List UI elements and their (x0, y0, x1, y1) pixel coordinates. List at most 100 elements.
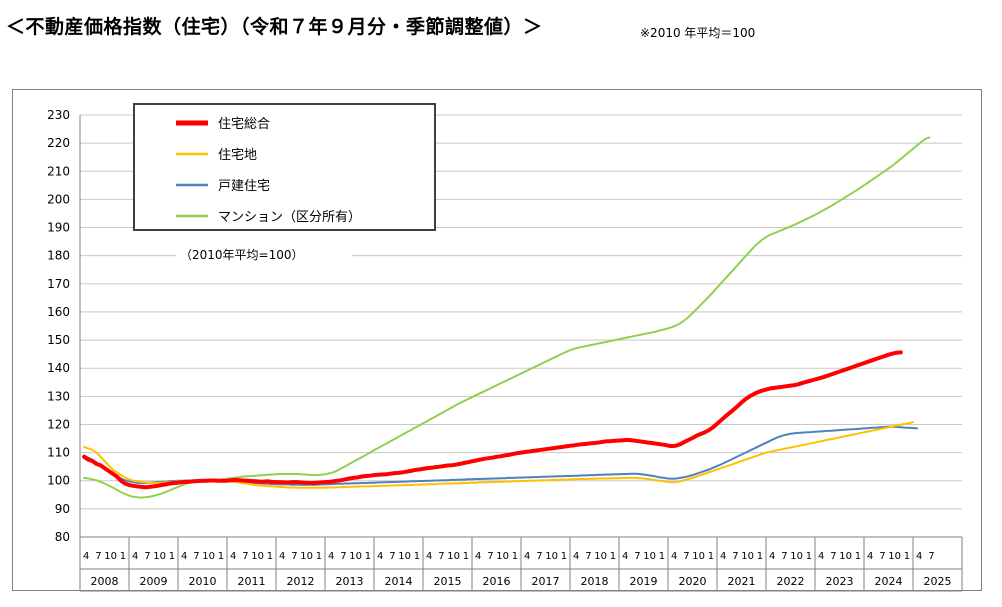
x-month-label: 4 (818, 551, 824, 562)
x-month-label: 10 (447, 551, 460, 562)
x-month-label: 7 (879, 551, 885, 562)
x-year-label: 2011 (238, 575, 266, 588)
x-year-label: 2012 (287, 575, 315, 588)
x-month-label: 4 (573, 551, 579, 562)
legend-label: 住宅地 (218, 148, 257, 163)
x-month-label: 1 (610, 551, 616, 562)
y-tick-label: 170 (47, 277, 70, 291)
x-month-label: 10 (643, 551, 656, 562)
x-month-label: 4 (132, 551, 138, 562)
x-month-label: 1 (904, 551, 910, 562)
x-month-label: 1 (365, 551, 371, 562)
x-month-label: 1 (169, 551, 175, 562)
x-month-label: 7 (242, 551, 248, 562)
x-month-label: 4 (83, 551, 89, 562)
x-month-label: 7 (291, 551, 297, 562)
legend-label: 戸建住宅 (218, 179, 270, 194)
x-month-label: 4 (524, 551, 530, 562)
x-year-label: 2016 (483, 575, 511, 588)
x-month-label: 4 (328, 551, 334, 562)
x-month-label: 4 (622, 551, 628, 562)
x-month-label: 10 (888, 551, 901, 562)
x-month-label: 10 (496, 551, 509, 562)
x-year-label: 2014 (385, 575, 413, 588)
y-tick-label: 100 (47, 474, 70, 488)
x-month-label: 4 (181, 551, 187, 562)
x-month-label: 4 (230, 551, 236, 562)
x-month-label: 10 (692, 551, 705, 562)
x-month-label: 7 (438, 551, 444, 562)
x-month-label: 10 (790, 551, 803, 562)
y-tick-label: 140 (47, 361, 70, 375)
x-month-label: 7 (634, 551, 640, 562)
x-month-label: 7 (340, 551, 346, 562)
x-month-label: 10 (202, 551, 215, 562)
x-month-label: 7 (928, 551, 934, 562)
y-tick-label: 220 (47, 136, 70, 150)
x-month-label: 7 (95, 551, 101, 562)
x-month-label: 1 (855, 551, 861, 562)
x-year-label: 2023 (826, 575, 854, 588)
x-month-label: 10 (153, 551, 166, 562)
x-month-label: 4 (279, 551, 285, 562)
x-month-label: 10 (398, 551, 411, 562)
page-title: ＜不動産価格指数（住宅）（令和７年９月分・季節調整値）＞ (6, 16, 543, 38)
basis-label: （2010年平均=100） (180, 248, 304, 262)
x-month-label: 7 (781, 551, 787, 562)
series-line-0 (82, 350, 903, 490)
x-year-label: 2025 (924, 575, 952, 588)
x-month-label: 7 (732, 551, 738, 562)
y-axis: 80 90 100 110 120 130 140 150 160 170 180 190 200 210… (47, 108, 70, 544)
x-month-label: 7 (536, 551, 542, 562)
x-year-label: 2022 (777, 575, 805, 588)
y-tick-label: 160 (47, 305, 70, 319)
x-month-label: 7 (193, 551, 199, 562)
x-month-label: 4 (867, 551, 873, 562)
x-month-label: 1 (463, 551, 469, 562)
x-year-label: 2019 (630, 575, 658, 588)
x-year-label: 2015 (434, 575, 462, 588)
y-tick-label: 120 (47, 417, 70, 431)
x-year-label: 2020 (679, 575, 707, 588)
x-month-label: 10 (300, 551, 313, 562)
x-year-label: 2010 (189, 575, 217, 588)
y-tick-label: 180 (47, 249, 70, 263)
x-month-label: 7 (144, 551, 150, 562)
x-month-label: 1 (561, 551, 567, 562)
x-month-label: 7 (830, 551, 836, 562)
x-month-label: 1 (120, 551, 126, 562)
y-tick-label: 230 (47, 108, 70, 122)
y-tick-label: 210 (47, 164, 70, 178)
y-tick-label: 200 (47, 192, 70, 206)
basis-label-bg (176, 246, 352, 264)
x-year-label: 2024 (875, 575, 903, 588)
x-month-label: 4 (720, 551, 726, 562)
x-year-label: 2021 (728, 575, 756, 588)
x-year-label: 2009 (140, 575, 168, 588)
x-month-label: 7 (389, 551, 395, 562)
x-month-label: 10 (545, 551, 558, 562)
x-month-label: 7 (683, 551, 689, 562)
x-year-label: 2018 (581, 575, 609, 588)
x-month-label: 1 (757, 551, 763, 562)
x-month-label: 4 (377, 551, 383, 562)
y-tick-label: 130 (47, 389, 70, 403)
legend-label: 住宅総合 (218, 117, 270, 132)
x-month-label: 1 (806, 551, 812, 562)
x-month-label: 10 (741, 551, 754, 562)
series-lines (82, 136, 931, 499)
x-month-label: 1 (316, 551, 322, 562)
x-month-label: 10 (349, 551, 362, 562)
base-note: ※2010 年平均＝100 (640, 26, 756, 40)
x-month-label: 1 (708, 551, 714, 562)
x-month-label: 4 (916, 551, 922, 562)
x-month-label: 10 (251, 551, 264, 562)
x-month-label: 7 (585, 551, 591, 562)
x-year-label: 2017 (532, 575, 560, 588)
x-month-label: 1 (267, 551, 273, 562)
x-month-label: 1 (512, 551, 518, 562)
x-month-label: 1 (659, 551, 665, 562)
x-month-label: 4 (426, 551, 432, 562)
